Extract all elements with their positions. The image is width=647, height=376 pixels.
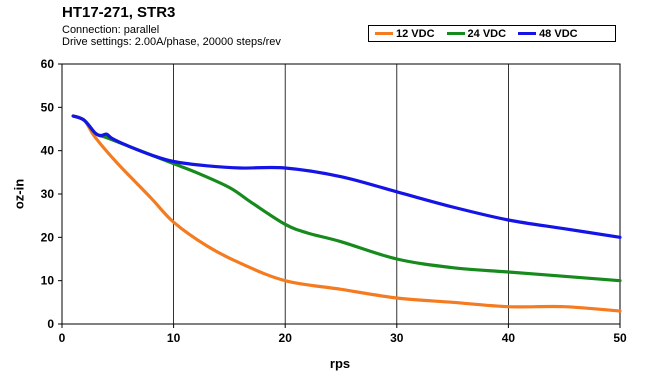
legend-item-12vdc: 12 VDC xyxy=(375,28,435,40)
chart-title: HT17-271, STR3 xyxy=(62,4,176,21)
legend-swatch-12vdc xyxy=(375,32,393,35)
legend-label-48vdc: 48 VDC xyxy=(539,27,578,40)
series-line-48vdc xyxy=(71,114,622,239)
chart-subtitle-connection: Connection: parallel xyxy=(62,24,160,36)
plot-area xyxy=(61,63,621,325)
x-tick-label: 20 xyxy=(279,331,293,345)
y-tick-label: 60 xyxy=(41,57,55,71)
x-tick-label: 40 xyxy=(502,331,516,345)
y-tick-label: 20 xyxy=(41,230,55,244)
x-tick-label: 10 xyxy=(167,331,181,345)
series-line-24vdc xyxy=(71,114,622,283)
y-tick-label: 50 xyxy=(41,100,55,114)
legend-label-12vdc: 12 VDC xyxy=(396,27,435,40)
y-tick-label: 40 xyxy=(41,144,55,158)
legend-item-24vdc: 24 VDC xyxy=(446,27,507,40)
y-tick-label: 0 xyxy=(47,317,54,331)
legend-swatch-48vdc xyxy=(518,32,537,35)
x-tick-label: 30 xyxy=(390,331,404,345)
series-line-12vdc xyxy=(71,114,622,313)
y-tick-label: 10 xyxy=(41,274,55,288)
x-tick-label: 50 xyxy=(613,331,627,345)
x-tick-label: 0 xyxy=(59,331,66,345)
chart-legend: 12 VDC 24 VDC 48 VDC xyxy=(368,25,616,42)
x-axis-label: rps xyxy=(329,356,351,371)
legend-item-48vdc: 48 VDC xyxy=(518,28,578,40)
legend-label-24vdc: 24 VDC xyxy=(467,27,507,40)
legend-swatch-24vdc xyxy=(446,32,465,35)
chart-subtitle-drive-settings: Drive settings: 2.00A/phase, 20000 steps… xyxy=(62,36,281,48)
y-tick-label: 30 xyxy=(41,187,55,201)
